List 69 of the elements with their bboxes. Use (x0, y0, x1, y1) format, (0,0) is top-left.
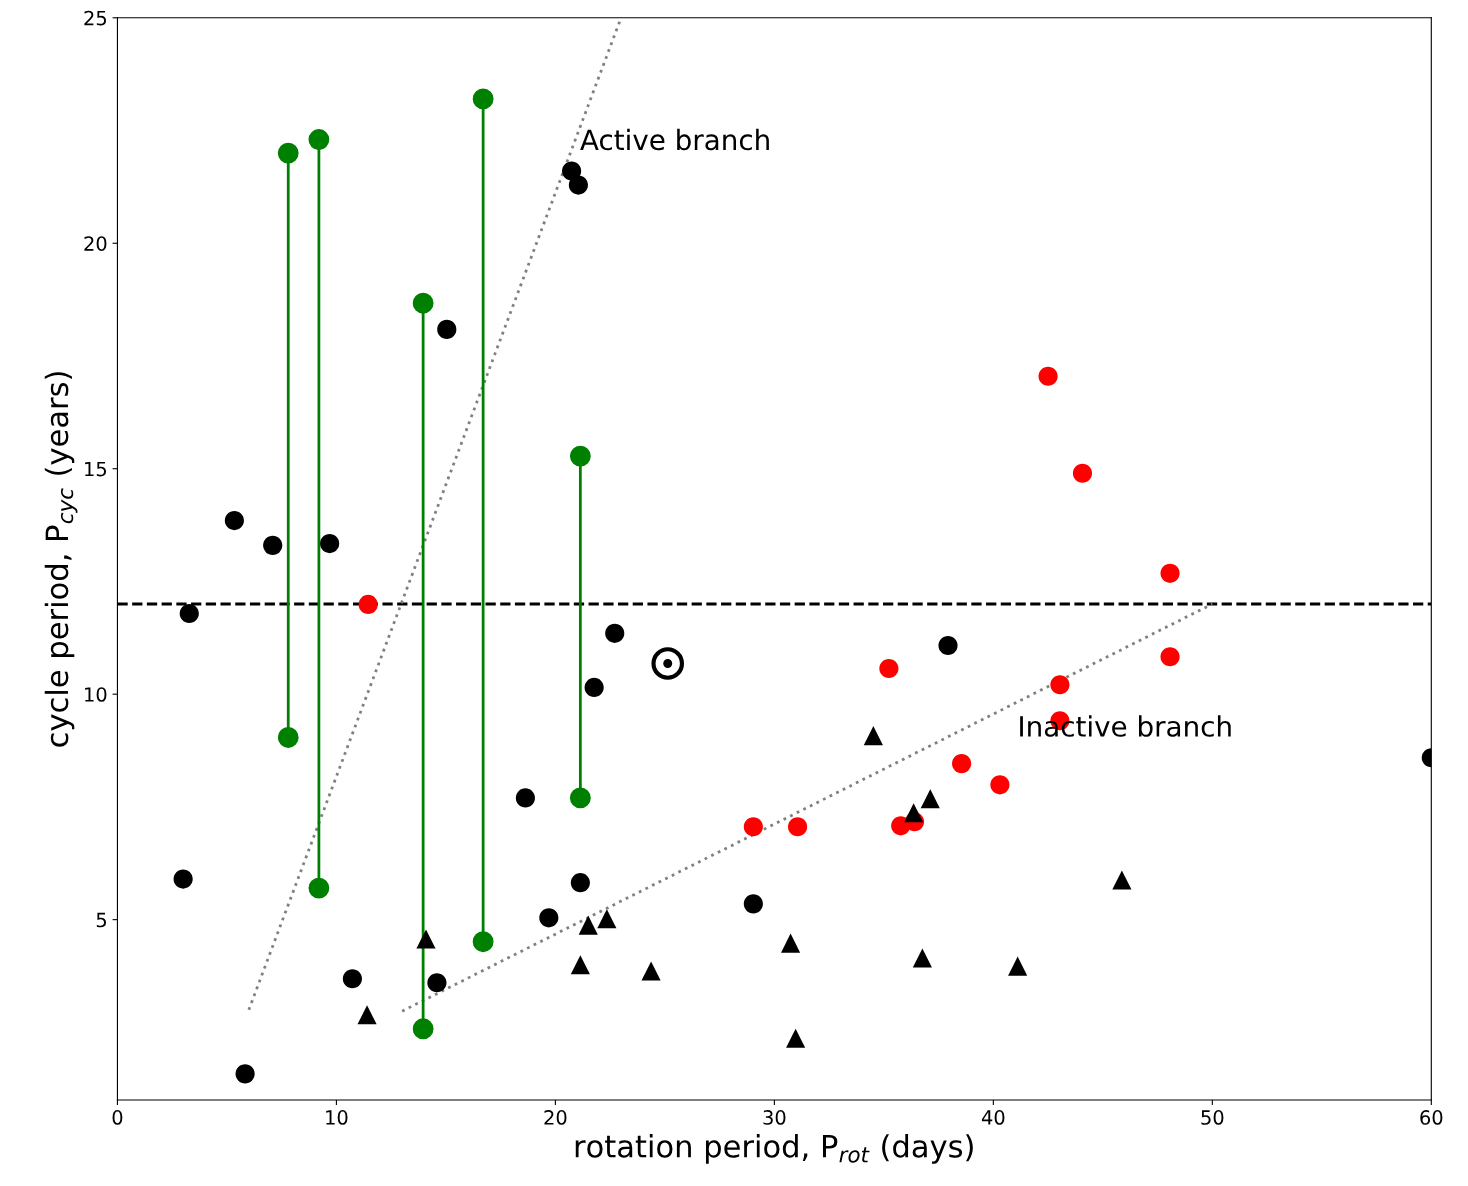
point (904, 803, 924, 823)
point (651, 647, 685, 680)
point (539, 908, 559, 928)
point (277, 727, 299, 748)
point (263, 535, 283, 555)
point (412, 292, 434, 314)
x-tick-label: 30 (763, 1110, 786, 1125)
point (1050, 675, 1070, 695)
point (781, 933, 801, 953)
point (277, 142, 299, 164)
point (357, 1005, 377, 1025)
point (570, 873, 590, 893)
point (569, 445, 591, 467)
point (920, 789, 940, 809)
annotation: Active branch (580, 128, 769, 151)
annotation: Inactive branch (1020, 715, 1231, 737)
point (743, 817, 763, 837)
point (308, 877, 330, 899)
point (1160, 563, 1180, 583)
x-tick-label: 60 (1420, 1110, 1443, 1125)
point (1072, 463, 1093, 483)
point (605, 623, 625, 643)
y-tick-label: 10 (85, 687, 107, 702)
point (1038, 366, 1058, 386)
y-tick-label: 20 (84, 236, 107, 251)
point (472, 931, 494, 953)
point (863, 726, 883, 746)
point (173, 869, 193, 889)
point (912, 948, 932, 968)
x-axis-title: rotation period, P$_{rot}$ (days) (575, 1134, 973, 1164)
point (570, 955, 590, 975)
point (584, 677, 604, 697)
point (569, 787, 591, 809)
point (1160, 647, 1180, 667)
y-tick-label: 5 (96, 912, 107, 928)
point (416, 929, 436, 949)
point (990, 775, 1010, 795)
point (308, 129, 330, 150)
point (743, 894, 763, 914)
x-tick-label: 20 (544, 1110, 567, 1125)
point (437, 319, 457, 339)
y-tick-label: 15 (85, 461, 107, 477)
y-tick-label: 25 (84, 10, 107, 26)
point (358, 594, 378, 615)
point (515, 788, 535, 808)
point (641, 961, 661, 981)
point (224, 511, 244, 531)
x-tick-label: 50 (1201, 1110, 1224, 1125)
point (788, 817, 808, 837)
point (179, 603, 199, 624)
x-tick-label: 40 (981, 1110, 1005, 1125)
point (938, 635, 958, 656)
x-tick-label: 0 (112, 1110, 123, 1125)
point (412, 1018, 434, 1040)
point (342, 969, 362, 989)
point (320, 534, 340, 554)
point (472, 88, 494, 110)
point (1112, 870, 1132, 890)
point (578, 915, 598, 935)
point (952, 754, 972, 774)
point (1008, 956, 1028, 976)
point (597, 909, 617, 929)
point (427, 973, 447, 993)
point (568, 175, 588, 195)
x-tick-label: 10 (326, 1110, 348, 1125)
y-axis-title: cycle period, P$_{cyc}$ (years) (44, 372, 78, 747)
point (786, 1028, 806, 1048)
point (235, 1064, 255, 1084)
point (879, 658, 899, 679)
